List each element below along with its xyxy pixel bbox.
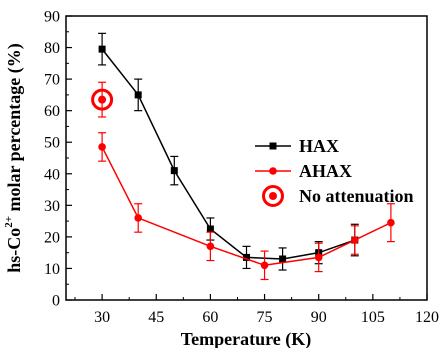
data-point (243, 253, 250, 261)
data-point (314, 253, 323, 262)
data-point (134, 91, 142, 99)
y-axis-label: hs-Co2+ molar percentage (%) (3, 43, 25, 273)
legend-label: AHAX (299, 161, 352, 181)
data-point (134, 214, 142, 222)
y-tick-label: 70 (44, 72, 60, 89)
series-no-attenuation (91, 81, 114, 118)
x-tick-label: 30 (94, 309, 110, 326)
series-hax (98, 32, 359, 271)
x-tick-label: 45 (148, 309, 164, 326)
x-axis-label: Temperature (K) (181, 329, 311, 348)
data-point (91, 88, 114, 111)
y-tick-label: 30 (44, 198, 60, 215)
y-axis-label-sup: 2+ (3, 216, 15, 228)
y-axis-label-pre: hs-Co (4, 228, 24, 273)
x-tick-label: 105 (361, 309, 385, 326)
x-tick-label: 90 (311, 309, 327, 326)
data-point (206, 242, 215, 251)
legend-marker (269, 142, 277, 150)
y-axis-label-post: molar percentage (%) (4, 43, 25, 216)
legend-marker (262, 185, 284, 207)
data-point (170, 167, 178, 175)
legend-label: No attenuation (299, 186, 414, 206)
data-point (260, 261, 269, 270)
legend-entry: HAX (255, 136, 339, 156)
y-tick-label: 20 (44, 229, 60, 246)
x-tick-label: 60 (202, 309, 218, 326)
y-tick-label: 90 (44, 9, 60, 26)
legend-entry: AHAX (255, 161, 352, 181)
y-tick-label: 10 (44, 261, 60, 278)
y-tick-label: 40 (44, 166, 60, 183)
x-tick-label: 120 (415, 309, 439, 326)
data-point (206, 225, 214, 233)
y-tick-label: 60 (44, 103, 60, 120)
legend-label: HAX (299, 136, 339, 156)
series-ahax (98, 132, 395, 281)
data-point (279, 255, 287, 263)
y-tick-label: 80 (44, 40, 60, 57)
y-tick-label: 50 (44, 135, 60, 152)
legend-entry: No attenuation (262, 185, 414, 207)
data-point (98, 143, 106, 151)
data-point (387, 218, 395, 227)
data-point (98, 45, 106, 53)
data-point (351, 236, 359, 244)
legend-marker (269, 167, 277, 175)
y-tick-label: 0 (52, 293, 60, 310)
series-line (101, 48, 356, 260)
x-tick-label: 75 (257, 309, 273, 326)
